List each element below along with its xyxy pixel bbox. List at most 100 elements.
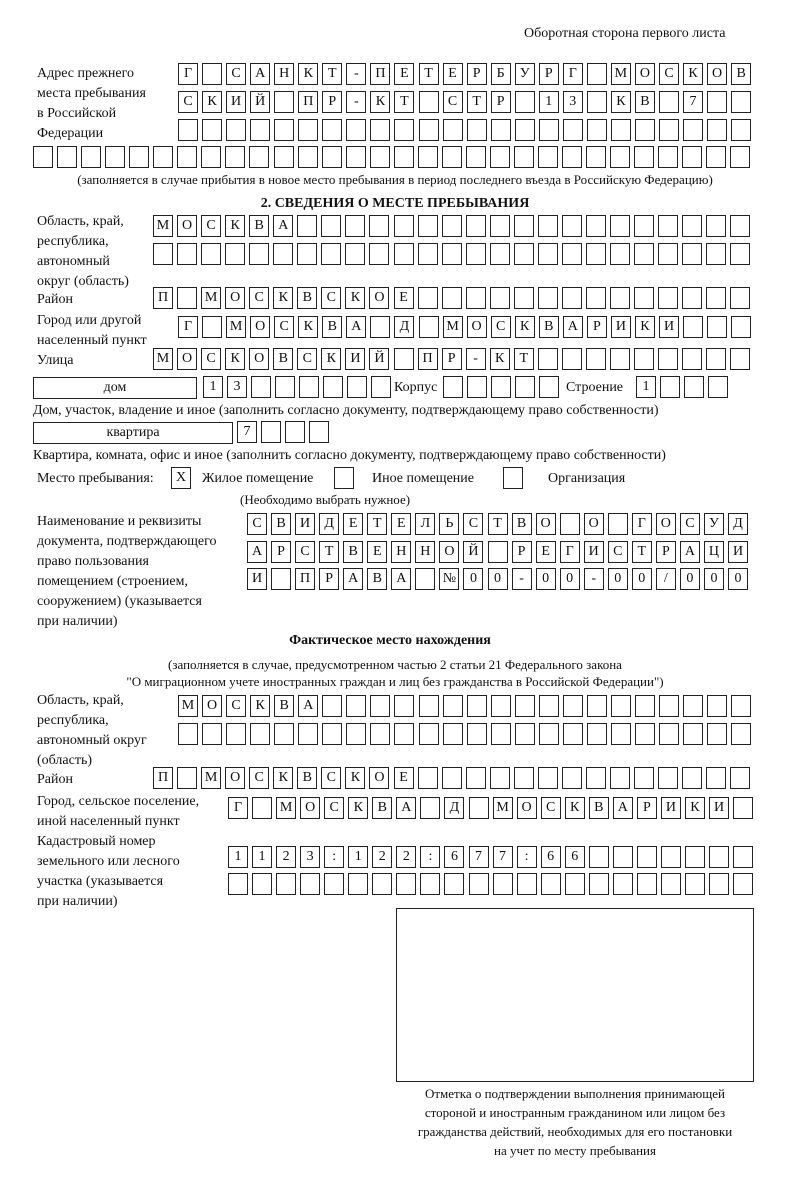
letter-cell[interactable]: С: [679, 513, 700, 535]
letter-cell[interactable]: [261, 421, 282, 443]
letter-cell[interactable]: [634, 767, 654, 789]
letter-cell[interactable]: [731, 695, 752, 717]
letter-cell[interactable]: П: [295, 568, 316, 590]
letter-cell[interactable]: [634, 348, 654, 370]
letter-cell[interactable]: [514, 723, 535, 745]
letter-cell[interactable]: Й: [463, 541, 484, 563]
letter-cell[interactable]: [276, 873, 297, 895]
letter-cell[interactable]: [636, 846, 657, 868]
letter-cell[interactable]: 1: [203, 376, 223, 398]
letter-cell[interactable]: [659, 91, 679, 113]
letter-cell[interactable]: [415, 568, 436, 590]
letter-cell[interactable]: К: [348, 797, 369, 819]
letter-cell[interactable]: [250, 723, 271, 745]
letter-cell[interactable]: [468, 797, 489, 819]
letter-cell[interactable]: [346, 119, 367, 141]
letter-cell[interactable]: [418, 316, 439, 338]
letter-cell[interactable]: Г: [559, 541, 580, 563]
letter-cell[interactable]: 0: [728, 568, 748, 590]
letter-cell[interactable]: [561, 215, 582, 237]
letter-cell[interactable]: 1: [538, 91, 559, 113]
letter-cell[interactable]: [659, 723, 679, 745]
letter-cell[interactable]: [586, 91, 607, 113]
letter-cell[interactable]: [660, 376, 681, 398]
letter-cell[interactable]: [683, 119, 704, 141]
letter-cell[interactable]: [562, 119, 583, 141]
letter-cell[interactable]: [516, 873, 537, 895]
letter-cell[interactable]: [607, 513, 628, 535]
letter-cell[interactable]: [441, 287, 462, 309]
letter-cell[interactable]: [418, 91, 439, 113]
letter-cell[interactable]: [731, 119, 752, 141]
letter-cell[interactable]: [707, 91, 728, 113]
letter-cell[interactable]: №: [439, 568, 460, 590]
letter-cell[interactable]: 0: [679, 568, 700, 590]
letter-cell[interactable]: [489, 215, 510, 237]
letter-cell[interactable]: [394, 119, 415, 141]
letter-cell[interactable]: [730, 767, 751, 789]
letter-cell[interactable]: Р: [511, 541, 532, 563]
letter-cell[interactable]: Р: [586, 316, 607, 338]
letter-cell[interactable]: [226, 119, 247, 141]
letter-cell[interactable]: 1: [348, 846, 369, 868]
letter-cell[interactable]: К: [250, 695, 271, 717]
letter-cell[interactable]: 3: [562, 91, 583, 113]
letter-cell[interactable]: М: [442, 316, 463, 338]
letter-cell[interactable]: [514, 695, 535, 717]
letter-cell[interactable]: Г: [178, 63, 198, 85]
flat-type-field[interactable]: квартира: [33, 422, 233, 444]
letter-cell[interactable]: [609, 215, 630, 237]
letter-cell[interactable]: Е: [393, 287, 414, 309]
letter-cell[interactable]: [612, 873, 633, 895]
letter-cell[interactable]: Ь: [439, 513, 460, 535]
letter-cell[interactable]: В: [322, 316, 343, 338]
letter-cell[interactable]: [489, 767, 510, 789]
letter-cell[interactable]: О: [225, 767, 246, 789]
letter-cell[interactable]: И: [659, 316, 679, 338]
letter-cell[interactable]: [202, 316, 223, 338]
letter-cell[interactable]: К: [634, 316, 655, 338]
letter-cell[interactable]: [514, 146, 534, 168]
letter-cell[interactable]: [420, 797, 441, 819]
letter-cell[interactable]: [537, 215, 558, 237]
letter-cell[interactable]: О: [249, 348, 270, 370]
letter-cell[interactable]: /: [655, 568, 676, 590]
letter-cell[interactable]: Д: [728, 513, 748, 535]
letter-cell[interactable]: Е: [393, 767, 414, 789]
letter-cell[interactable]: П: [153, 767, 173, 789]
letter-cell[interactable]: [417, 287, 438, 309]
letter-cell[interactable]: К: [321, 348, 342, 370]
letter-cell[interactable]: Н: [274, 63, 295, 85]
letter-cell[interactable]: Р: [636, 797, 657, 819]
letter-cell[interactable]: Т: [513, 348, 534, 370]
letter-cell[interactable]: М: [178, 695, 198, 717]
letter-cell[interactable]: [321, 146, 342, 168]
letter-cell[interactable]: [417, 215, 438, 237]
letter-cell[interactable]: [202, 119, 223, 141]
letter-cell[interactable]: 7: [683, 91, 704, 113]
letter-cell[interactable]: [369, 215, 390, 237]
letter-cell[interactable]: [346, 723, 367, 745]
letter-cell[interactable]: А: [273, 215, 294, 237]
letter-cell[interactable]: [731, 316, 752, 338]
letter-cell[interactable]: 6: [564, 846, 585, 868]
letter-cell[interactable]: [370, 723, 391, 745]
letter-cell[interactable]: [442, 695, 463, 717]
letter-cell[interactable]: [537, 287, 558, 309]
letter-cell[interactable]: К: [202, 91, 223, 113]
letter-cell[interactable]: [466, 695, 487, 717]
letter-cell[interactable]: Т: [367, 513, 388, 535]
letter-cell[interactable]: [273, 243, 294, 265]
letter-cell[interactable]: В: [297, 767, 318, 789]
letter-cell[interactable]: [369, 146, 390, 168]
letter-cell[interactable]: [537, 243, 558, 265]
letter-cell[interactable]: 1: [228, 846, 248, 868]
letter-cell[interactable]: [515, 376, 536, 398]
letter-cell[interactable]: [658, 243, 679, 265]
letter-cell[interactable]: -: [346, 91, 367, 113]
letter-cell[interactable]: [177, 767, 198, 789]
letter-cell[interactable]: В: [634, 91, 655, 113]
letter-cell[interactable]: [513, 287, 534, 309]
letter-cell[interactable]: [393, 348, 414, 370]
letter-cell[interactable]: -: [511, 568, 532, 590]
